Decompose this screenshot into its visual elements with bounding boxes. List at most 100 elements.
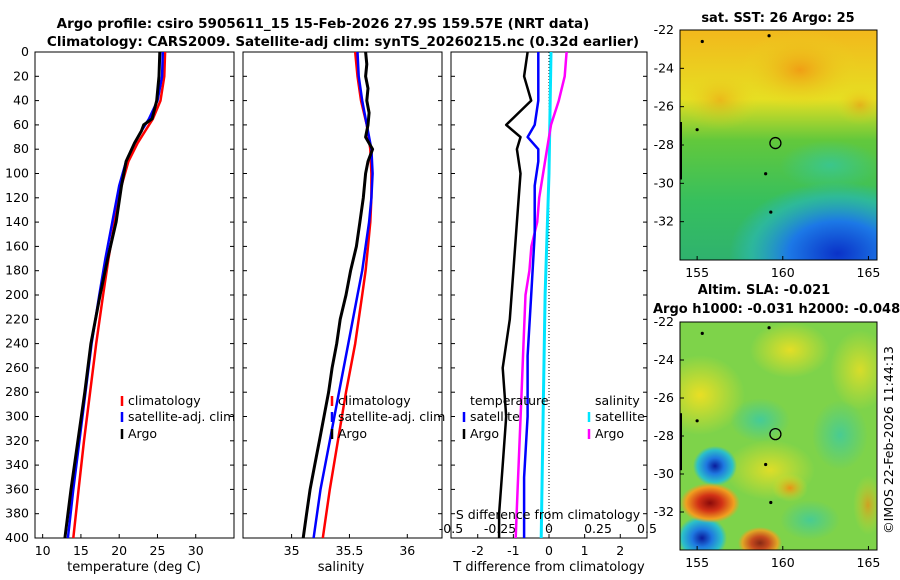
salinity-argo-line (301, 51, 375, 539)
sla-lat-tick-label: -24 (654, 352, 674, 367)
sla-mid (780, 500, 840, 540)
sst-lat-tick-label: -26 (654, 99, 674, 114)
salinity-xlabel: salinity (318, 560, 365, 575)
sla-heatmap (680, 322, 877, 550)
sst-lat-tick-label: -30 (654, 175, 674, 190)
depth-tick-label: 220 (5, 311, 29, 326)
t-diff-satellite-line (522, 52, 540, 538)
map-annotations: 155 160 165 -22 -24 -26 -28 -30 -32 155 160 165 -22 -… (654, 22, 881, 570)
temperature-x-tick-label: 30 (188, 543, 204, 558)
temperature-climatology-line (72, 51, 167, 539)
salinity-axes (242, 51, 443, 539)
difference-legend: temperature satellite Argo salinity sate… (462, 393, 645, 441)
sst-lon-tick-label: 165 (857, 265, 881, 280)
legend-t-argo-label: Argo (470, 426, 499, 441)
sla-island (767, 326, 771, 330)
temperature-legend: climatology satellite-adj. clim Argo (120, 393, 235, 441)
depth-tick-label: 180 (5, 263, 29, 278)
s-difference-tick-label: 0 (545, 521, 553, 536)
difference-x-tick-label: 0 (545, 543, 553, 558)
profile-lines (63, 51, 568, 539)
salinity-x-tick-label: 35 (284, 543, 300, 558)
depth-tick-label: 260 (5, 360, 29, 375)
legend-argo-label: Argo (128, 426, 157, 441)
sla-argo-position-marker (769, 427, 782, 441)
sla-high (830, 330, 877, 410)
legend-salinity-title: salinity (595, 393, 640, 408)
temperature-axes (34, 51, 235, 539)
sst-argo-position-marker (769, 136, 782, 150)
sla-island (695, 419, 699, 423)
depth-tick-label: 300 (5, 409, 29, 424)
legend-satellite-label: satellite-adj. clim (128, 409, 235, 424)
sst-island (764, 172, 768, 176)
legend-argo-label: Argo (338, 426, 367, 441)
sla-high-eddy (738, 527, 782, 550)
depth-tick-label: 320 (5, 433, 29, 448)
sla-high-eddy (680, 483, 740, 523)
temperature-xlabel: temperature (deg C) (67, 560, 201, 575)
legend-s-argo-label: Argo (595, 426, 624, 441)
sla-lon-tick-label: 165 (857, 555, 881, 570)
difference-x-tick-label: 1 (581, 543, 589, 558)
sst-lon-tick-label: 155 (685, 265, 709, 280)
sst-lat-tick-label: -28 (654, 137, 674, 152)
depth-tick-label: 400 (5, 530, 29, 545)
sst-mid-patch (780, 140, 877, 190)
salinity-satellite-line (312, 51, 374, 539)
difference-x-tick-label: -2 (471, 543, 483, 558)
sla-mid (812, 400, 868, 470)
sla-lat-tick-label: -22 (654, 314, 674, 329)
sla-island (764, 462, 768, 467)
sla-map-title: Altim. SLA: -0.021 (698, 283, 830, 298)
sst-warm-patch (835, 85, 877, 125)
s-difference-tick-label: 0.5 (637, 521, 657, 536)
s-difference-tick-label: 0.25 (584, 521, 612, 536)
legend-temperature-title: temperature (470, 393, 549, 408)
figure-title-line1: Argo profile: csiro 5905611_15 15-Feb-20… (57, 16, 590, 32)
legend-climatology-label: climatology (338, 393, 411, 408)
depth-tick-label: 120 (5, 190, 29, 205)
sla-lat-tick-label: -28 (654, 428, 674, 443)
legend-satellite-label: satellite-adj. clim (338, 409, 445, 424)
legend-s-satellite-label: satellite (595, 409, 645, 424)
temperature-x-tick-label: 15 (73, 543, 89, 558)
difference-x-tick-label: -1 (507, 543, 519, 558)
sst-lon-tick-label: 160 (771, 265, 795, 280)
depth-tick-label: 140 (5, 214, 29, 229)
t-diff-argo-line (497, 51, 533, 538)
sst-heatmap (680, 30, 877, 260)
sla-lat-tick-label: -32 (654, 504, 674, 519)
sla-high-eddy (853, 475, 877, 535)
depth-tick-label: 380 (5, 506, 29, 521)
sla-low-eddy (680, 516, 727, 550)
depth-tick-label: 60 (13, 117, 29, 132)
legend-climatology-label: climatology (128, 393, 201, 408)
sla-mid (730, 398, 790, 442)
depth-tick-label: 340 (5, 457, 29, 472)
depth-tick-label: 360 (5, 481, 29, 496)
depth-tick-label: 160 (5, 238, 29, 253)
axis-ticks: 0204060801001201401601802002202402602803… (5, 44, 657, 558)
sla-island (700, 331, 704, 335)
temperature-x-tick-label: 10 (35, 543, 51, 558)
s-difference-tick-label: -0.5 (439, 521, 463, 536)
temperature-argo-line (63, 51, 162, 539)
depth-tick-label: 0 (21, 44, 29, 59)
sla-lat-tick-label: -30 (654, 466, 674, 481)
sst-lat-tick-label: -24 (654, 60, 674, 75)
legend-t-satellite-label: satellite (470, 409, 520, 424)
depth-tick-label: 200 (5, 287, 29, 302)
sla-map-subtitle: Argo h1000: -0.031 h2000: -0.048 (653, 302, 900, 317)
difference-xlabel: T difference from climatology (452, 560, 645, 575)
salinity-x-tick-label: 35.5 (336, 543, 364, 558)
sla-high-eddy (772, 474, 808, 502)
sla-lon-tick-label: 155 (685, 555, 709, 570)
sla-high (680, 355, 745, 435)
figure-title-line2: Climatology: CARS2009. Satellite-adj cli… (47, 34, 639, 50)
imos-timestamp: ©IMOS 22-Feb-2026 11:44:13 (881, 346, 896, 534)
sst-island (769, 210, 773, 214)
temperature-x-tick-label: 25 (150, 543, 166, 558)
depth-tick-label: 20 (13, 68, 29, 83)
